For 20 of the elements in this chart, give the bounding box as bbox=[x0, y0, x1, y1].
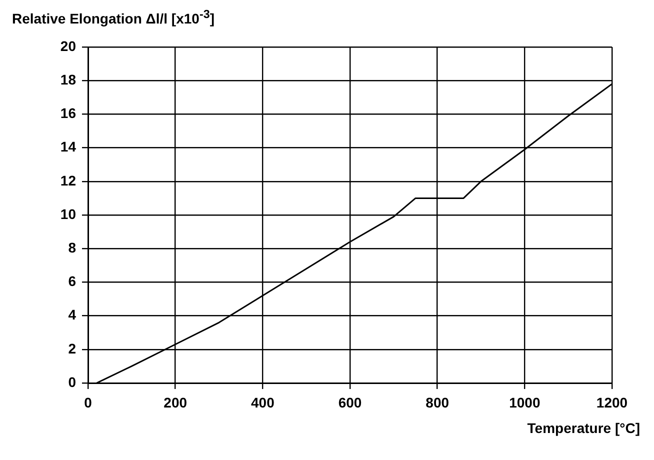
y-tick-label: 16 bbox=[60, 105, 76, 122]
y-tick-label: 2 bbox=[68, 340, 76, 356]
y-tick-label: 18 bbox=[60, 71, 76, 88]
x-tick-label: 800 bbox=[426, 394, 450, 410]
y-tick-label: 6 bbox=[68, 273, 76, 290]
x-axis-title: Temperature [°C] bbox=[527, 420, 640, 436]
x-tick-label: 200 bbox=[164, 394, 188, 410]
y-tick-label: 0 bbox=[68, 374, 76, 390]
x-tick-label: 1000 bbox=[509, 394, 540, 410]
y-tick-label: 10 bbox=[60, 206, 76, 222]
y-tick-label: 12 bbox=[60, 172, 76, 188]
x-tick-label: 400 bbox=[250, 394, 275, 410]
y-tick-label: 8 bbox=[68, 239, 76, 256]
y-tick-label: 4 bbox=[68, 306, 76, 323]
y-tick-label: 20 bbox=[60, 38, 76, 54]
x-tick-label: 0 bbox=[84, 394, 92, 410]
y-tick-label: 14 bbox=[60, 138, 76, 155]
x-tick-label: 600 bbox=[338, 394, 362, 410]
x-tick-label: 1200 bbox=[596, 394, 628, 410]
y-axis-title: Relative Elongation Δl/l [x10$^{-3}$] bbox=[12, 8, 214, 27]
